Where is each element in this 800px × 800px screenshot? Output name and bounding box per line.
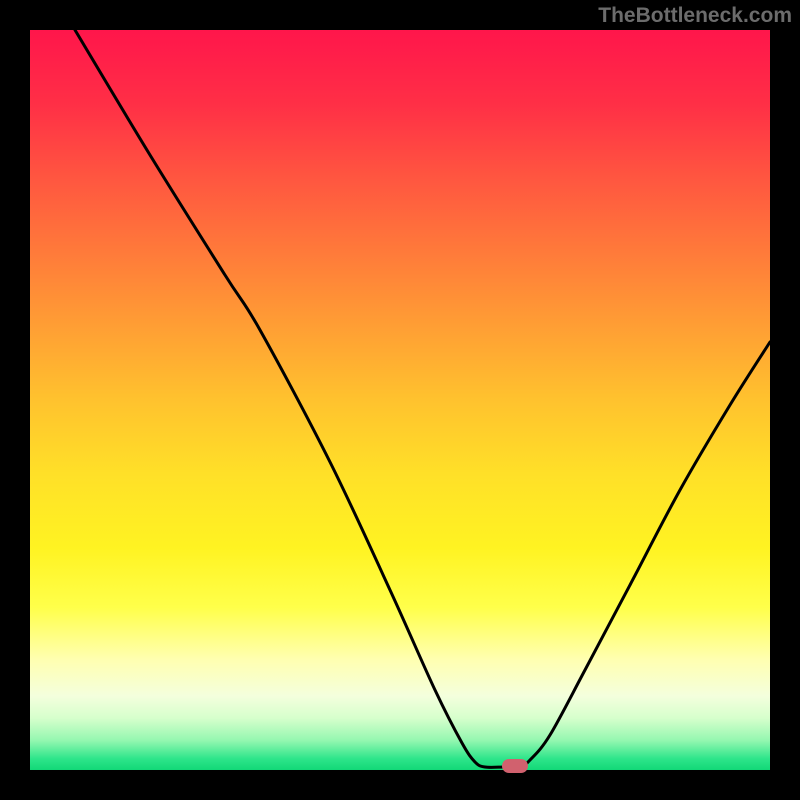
optimum-marker (502, 759, 528, 773)
watermark-text: TheBottleneck.com (598, 4, 792, 28)
plot-area (30, 30, 770, 770)
bottleneck-curve (30, 30, 770, 770)
chart-frame: TheBottleneck.com (0, 0, 800, 800)
